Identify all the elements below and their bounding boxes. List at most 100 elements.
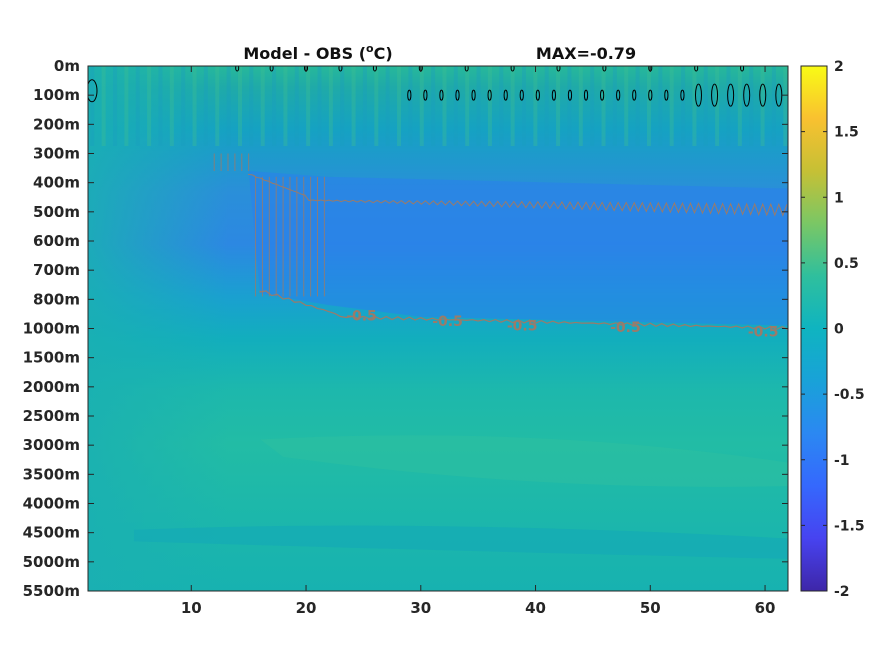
contour-ellipse: [567, 89, 573, 101]
colorbar-tick-label: 0.5: [834, 256, 859, 272]
stripe: [340, 66, 345, 146]
stripe: [476, 66, 481, 146]
contour-ellipse: [632, 89, 637, 101]
y-tick-label: 100m: [33, 86, 80, 104]
stripe: [590, 66, 595, 146]
y-tick-label: 3500m: [23, 465, 80, 483]
x-tick-label: 20: [296, 599, 317, 617]
colorbar-tick-label: -1: [834, 453, 850, 469]
stripe: [306, 66, 311, 146]
x-tick-label: 60: [755, 599, 776, 617]
contour-ellipse: [439, 89, 444, 101]
stripe: [192, 66, 197, 146]
contour-ellipse: [464, 66, 469, 72]
y-tick-label: 5500m: [23, 582, 80, 600]
contour-lines: [88, 66, 788, 331]
contour-ellipse: [269, 66, 274, 72]
stripe: [465, 66, 470, 146]
stripe: [260, 66, 265, 146]
y-axis: 0m 100m 200m 300m 400m 500m 600m 700m 800m 1000m 1…: [23, 57, 788, 600]
contour-label: -0.5: [610, 320, 641, 336]
colorbar-tick-label: 2: [834, 59, 844, 75]
stripe: [703, 66, 708, 146]
stripe: [522, 66, 526, 146]
stripe: [419, 66, 424, 146]
contour-ellipse: [664, 89, 669, 101]
contour-ellipse: [599, 89, 605, 101]
contour-ellipse: [602, 66, 607, 72]
stripe: [635, 66, 640, 146]
contour-upper-boundary: [248, 173, 788, 217]
stripe: [624, 66, 629, 146]
y-tick-label: 4500m: [23, 524, 80, 542]
cold-core-region: [248, 171, 788, 326]
y-tick-label: 1000m: [23, 320, 80, 338]
stripe: [158, 66, 163, 146]
stripe: [135, 66, 140, 146]
contour-label: -0.5: [432, 314, 463, 330]
contour-ellipse: [583, 89, 589, 101]
contour-label: -0.5: [748, 324, 779, 340]
stripe: [612, 66, 617, 146]
y-tick-label: 700m: [33, 261, 80, 279]
stripe: [124, 66, 129, 146]
contour-ellipse: [556, 66, 561, 72]
stripe: [113, 66, 118, 146]
stripe: [669, 66, 674, 146]
contour-ellipse: [471, 89, 476, 101]
heatmap-overlays: [88, 66, 788, 591]
stripe: [249, 66, 254, 146]
stripe: [385, 66, 390, 146]
contour-label: -0.5: [346, 308, 377, 324]
stripe: [397, 66, 402, 146]
contour-label: -0.5: [507, 319, 538, 335]
stripe: [453, 66, 458, 146]
stripe: [783, 66, 788, 146]
y-tick-label: 600m: [33, 232, 80, 250]
stripe: [272, 66, 277, 146]
stripe: [215, 66, 220, 146]
stripe: [567, 66, 572, 146]
contour-ellipse: [759, 83, 767, 107]
y-tick-label: 200m: [33, 115, 80, 133]
y-tick-label: 2500m: [23, 407, 80, 425]
contour-ellipse: [455, 89, 460, 101]
stripe: [101, 66, 106, 146]
y-tick-label: 3000m: [23, 436, 80, 454]
stripe: [294, 66, 299, 146]
colorbar-tick-label: 0: [834, 322, 844, 338]
x-axis: 10 20 30 40 50 60: [181, 66, 776, 617]
y-tick-label: 5000m: [23, 553, 80, 571]
stripe: [749, 66, 754, 146]
colorbar-tick-label: -1.5: [834, 518, 865, 534]
stripe: [226, 66, 231, 146]
stripe: [601, 66, 606, 146]
contour-ellipse: [551, 89, 557, 101]
y-tick-label: 1500m: [23, 349, 80, 367]
stripe: [533, 66, 538, 146]
stripe: [362, 66, 367, 146]
stripe: [169, 66, 174, 146]
y-tick-label: 2000m: [23, 378, 80, 396]
contour-ellipse: [740, 66, 745, 72]
stripe: [328, 66, 333, 146]
max-annotation: MAX=-0.79: [536, 44, 636, 63]
stripe: [499, 66, 504, 146]
deep-warm-patch: [260, 435, 788, 487]
stripe: [237, 66, 242, 146]
contour-ellipse: [535, 89, 540, 101]
stripe: [578, 66, 583, 146]
colorbar-ticks: 2 1.5 1 0.5 0 -0.5 -1 -1.5 -2: [801, 59, 865, 600]
stripe: [487, 66, 492, 146]
colorbar-gradient: [801, 66, 827, 591]
stripe: [283, 66, 288, 146]
contour-ellipse: [372, 66, 377, 72]
contour-ellipse: [775, 83, 783, 107]
stripe: [442, 66, 447, 146]
west-boundary-shading: [88, 66, 228, 591]
stripe: [408, 66, 413, 146]
y-tick-label: 500m: [33, 203, 80, 221]
y-tick-label: 300m: [33, 145, 80, 163]
stripe: [692, 66, 697, 146]
stripe: [374, 66, 379, 146]
